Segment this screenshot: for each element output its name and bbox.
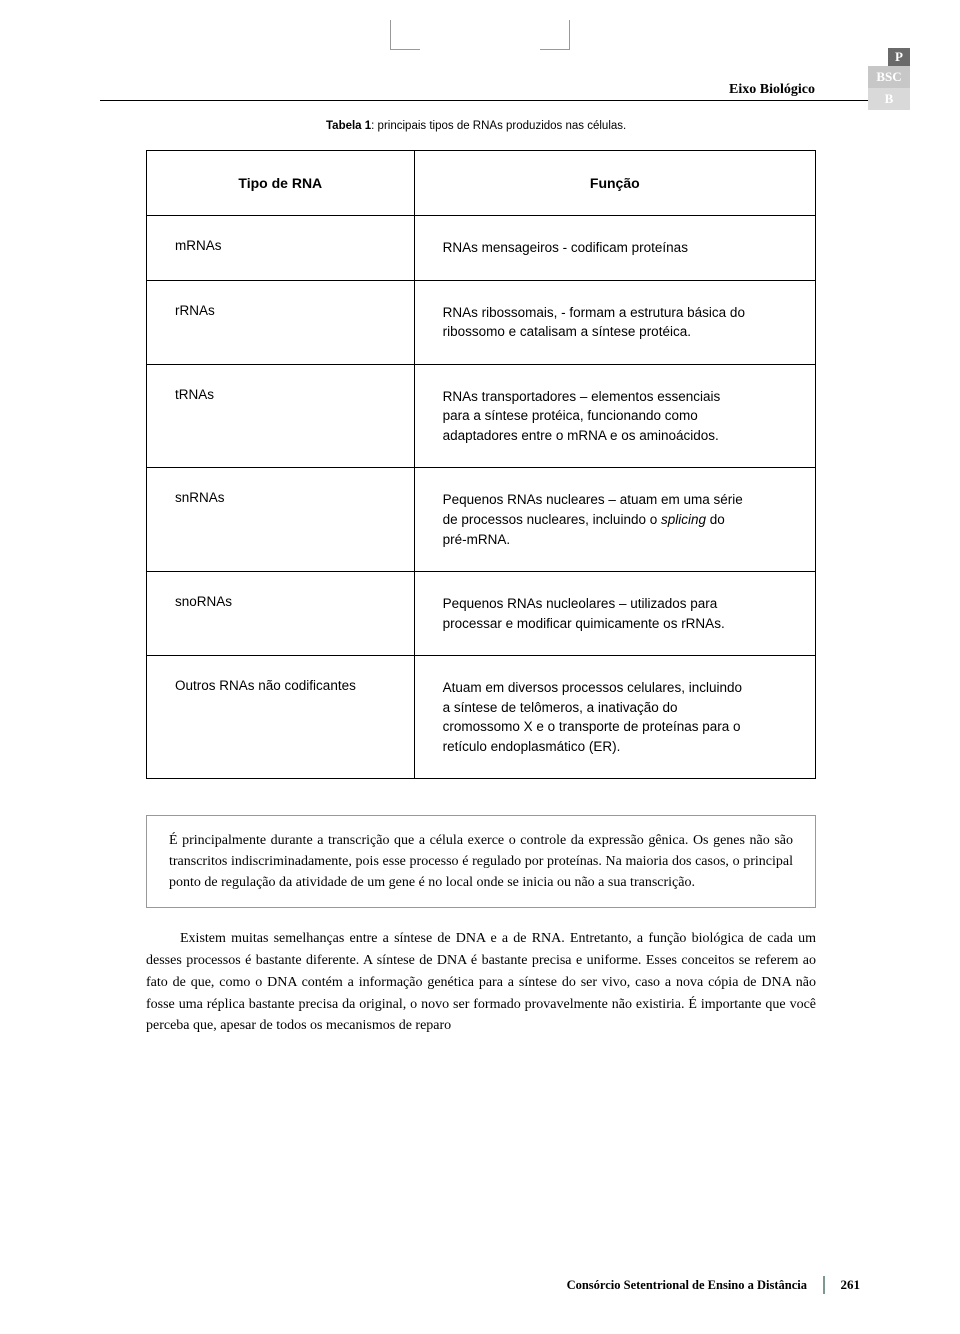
cell-func: Pequenos RNAs nucleolares – utilizados p… — [414, 572, 815, 656]
tab-b: B — [868, 88, 910, 110]
cell-type: snoRNAs — [147, 572, 415, 656]
caption-label: Tabela 1 — [326, 120, 371, 132]
tab-p: P — [888, 48, 910, 66]
cell-func: RNAs transportadores – elementos essenci… — [414, 364, 815, 468]
cell-type: tRNAs — [147, 364, 415, 468]
cell-func: RNAs mensageiros - codificam proteínas — [414, 216, 815, 281]
page-footer: Consórcio Setentrional de Ensino a Distâ… — [567, 1276, 860, 1294]
table-row: snoRNAs Pequenos RNAs nucleolares – util… — [147, 572, 816, 656]
section-tabs: P BSC B — [868, 48, 910, 110]
table-caption: Tabela 1: principais tipos de RNAs produ… — [326, 120, 816, 132]
table-row: tRNAs RNAs transportadores – elementos e… — [147, 364, 816, 468]
crop-marks — [390, 20, 570, 50]
footer-text: Consórcio Setentrional de Ensino a Distâ… — [567, 1278, 807, 1293]
col-header-func: Função — [414, 151, 815, 216]
cell-func: Atuam em diversos processos celulares, i… — [414, 656, 815, 779]
table-header-row: Tipo de RNA Função — [147, 151, 816, 216]
rna-table: Tipo de RNA Função mRNAs RNAs mensageiro… — [146, 150, 816, 779]
body-paragraph: Existem muitas semelhanças entre a sínte… — [146, 928, 816, 1036]
cell-type: snRNAs — [147, 468, 415, 572]
page-header: P BSC B Eixo Biológico — [0, 48, 960, 108]
cell-func: Pequenos RNAs nucleares – atuam em uma s… — [414, 468, 815, 572]
caption-text: : principais tipos de RNAs produzidos na… — [371, 120, 626, 132]
cell-type: rRNAs — [147, 280, 415, 364]
cell-func: RNAs ribossomais, - formam a estrutura b… — [414, 280, 815, 364]
cell-type: Outros RNAs não codificantes — [147, 656, 415, 779]
header-title: Eixo Biológico — [729, 82, 815, 98]
page-number: 261 — [841, 1277, 861, 1293]
table-row: Outros RNAs não codificantes Atuam em di… — [147, 656, 816, 779]
cell-type: mRNAs — [147, 216, 415, 281]
table-row: rRNAs RNAs ribossomais, - formam a estru… — [147, 280, 816, 364]
page-content: Tabela 1: principais tipos de RNAs produ… — [146, 120, 816, 1037]
col-header-type: Tipo de RNA — [147, 151, 415, 216]
highlight-box: É principalmente durante a transcrição q… — [146, 815, 816, 908]
footer-divider — [823, 1276, 825, 1294]
tab-bsc: BSC — [868, 66, 910, 88]
table-row: mRNAs RNAs mensageiros - codificam prote… — [147, 216, 816, 281]
header-rule — [100, 100, 868, 101]
table-row: snRNAs Pequenos RNAs nucleares – atuam e… — [147, 468, 816, 572]
